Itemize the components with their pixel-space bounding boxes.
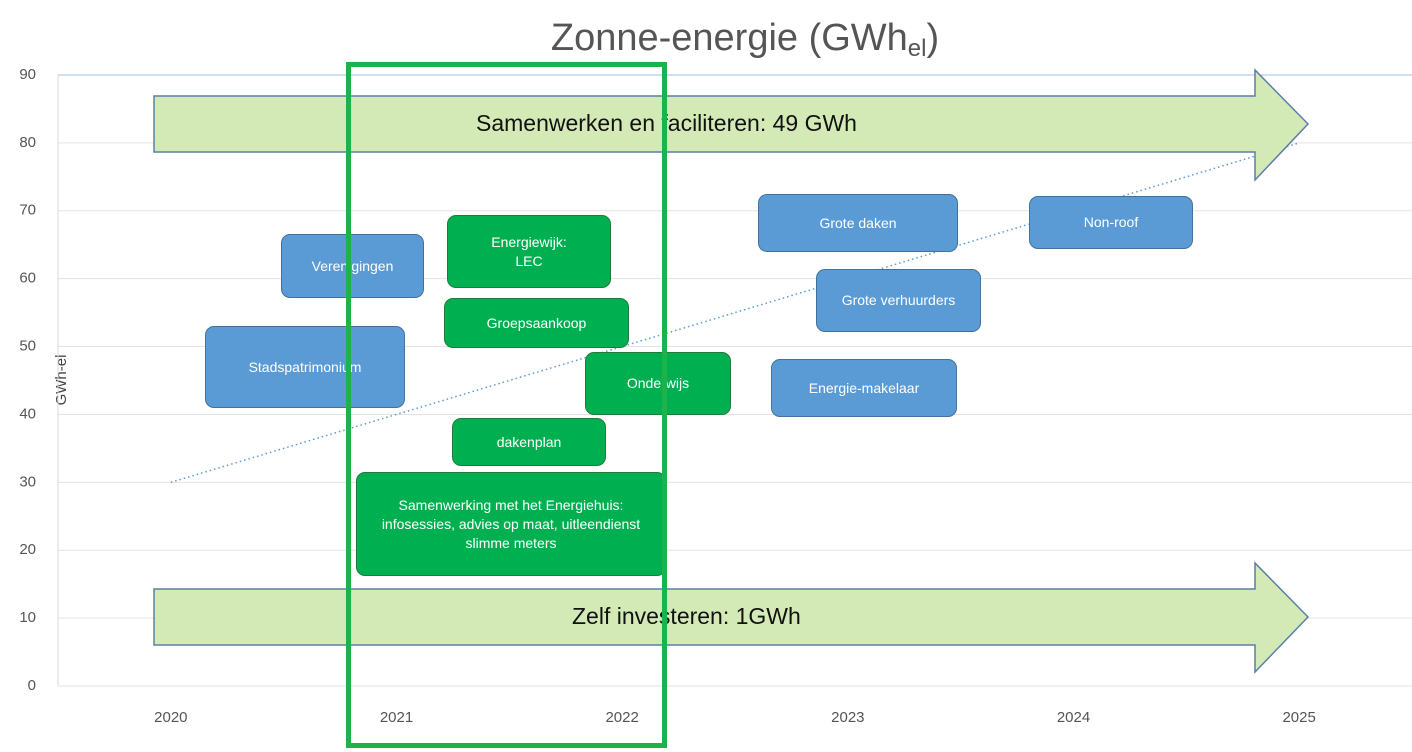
annotation-box: Samenwerking met het Energiehuis: infose… (356, 472, 666, 576)
y-tick-label: 0 (28, 677, 36, 694)
annotation-box: Stadspatrimonium (205, 326, 405, 408)
x-tick-label: 2021 (380, 709, 413, 726)
x-tick-label: 2020 (154, 709, 187, 726)
arrow (153, 561, 1310, 674)
plot (170, 142, 1300, 484)
highlight-frame (346, 62, 667, 748)
annotation-box: Energie-makelaar (771, 359, 957, 417)
y-tick-label: 70 (19, 202, 36, 219)
title-end: ) (926, 17, 939, 59)
x-tick-label: 2022 (605, 709, 638, 726)
y-tick-label: 90 (19, 66, 36, 83)
annotation-box: Verenigingen (281, 234, 424, 298)
title-main: Zonne-energie (GWh (551, 17, 908, 59)
x-tick-label: 2025 (1282, 709, 1315, 726)
y-axis-label: GWh-el (53, 355, 70, 406)
annotation-box: Onderwijs (585, 352, 731, 415)
arrow (153, 68, 1310, 182)
arrow-label: Zelf investeren: 1GWh (572, 603, 801, 629)
trend-line (170, 142, 1300, 484)
y-tick-label: 20 (19, 541, 36, 558)
title-sub: el (908, 35, 927, 62)
y-tick-label: 50 (19, 338, 36, 355)
annotation-box: Groepsaankoop (444, 298, 629, 348)
annotation-box: Energiewijk: LEC (447, 215, 611, 288)
chart-title: Zonne-energie (GWhel) (551, 17, 939, 62)
y-tick-label: 10 (19, 609, 36, 626)
x-tick-label: 2023 (831, 709, 864, 726)
annotation-box: Grote daken (758, 194, 958, 252)
annotation-box: Grote verhuurders (816, 269, 981, 332)
y-tick-label: 80 (19, 134, 36, 151)
y-tick-label: 40 (19, 405, 36, 422)
y-tick-label: 60 (19, 270, 36, 287)
annotation-box: Non-roof (1029, 196, 1193, 249)
annotation-box: dakenplan (452, 418, 606, 466)
y-tick-label: 30 (19, 473, 36, 490)
x-tick-label: 2024 (1057, 709, 1090, 726)
arrows (153, 68, 1310, 674)
